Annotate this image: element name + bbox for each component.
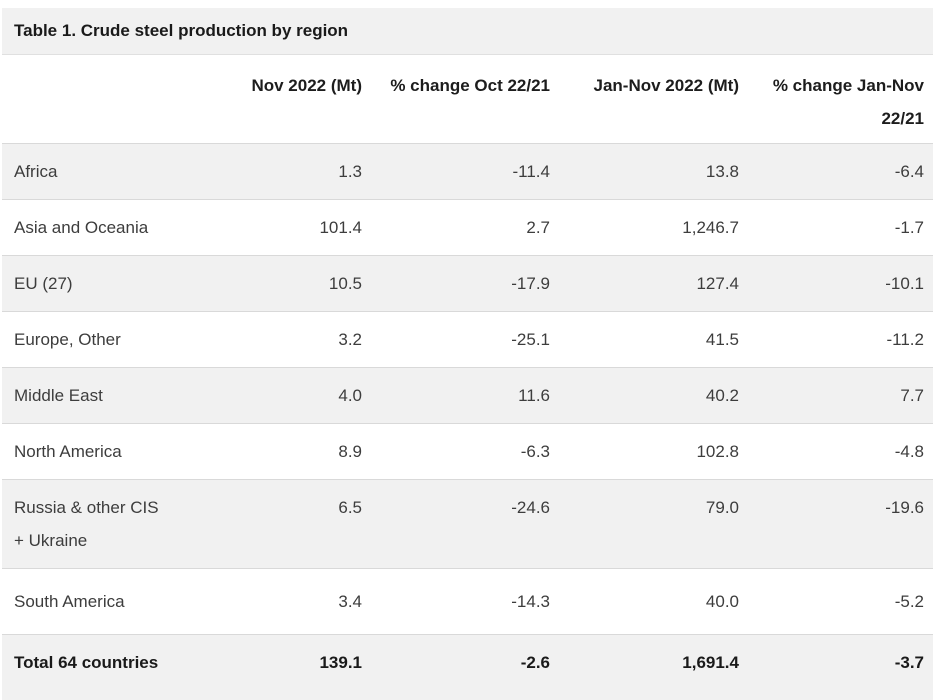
table-row: Russia & other CIS + Ukraine 6.5 -24.6 7… xyxy=(2,479,933,569)
table-row: Africa 1.3 -11.4 13.8 -6.4 xyxy=(2,143,933,200)
value-cell: -6.3 xyxy=(362,423,550,480)
value-cell: 41.5 xyxy=(550,311,739,368)
value-cell: 3.2 xyxy=(227,311,362,368)
table-row: South America 3.4 -14.3 40.0 -5.2 xyxy=(2,568,933,635)
header-row: Nov 2022 (Mt) % change Oct 22/21 Jan-Nov… xyxy=(2,55,933,144)
region-cell: EU (27) xyxy=(2,255,227,312)
value-cell: 13.8 xyxy=(550,143,739,200)
value-cell: -17.9 xyxy=(362,255,550,312)
header-nov-2022: Nov 2022 (Mt) xyxy=(227,55,362,144)
table-row: North America 8.9 -6.3 102.8 -4.8 xyxy=(2,423,933,480)
value-cell: -6.4 xyxy=(739,143,933,200)
table-row: Asia and Oceania 101.4 2.7 1,246.7 -1.7 xyxy=(2,199,933,256)
region-cell: Asia and Oceania xyxy=(2,199,227,256)
value-cell: 101.4 xyxy=(227,199,362,256)
value-cell: -3.7 xyxy=(894,653,924,672)
crude-steel-table: Nov 2022 (Mt) % change Oct 22/21 Jan-Nov… xyxy=(2,55,933,700)
value-cell: -24.6 xyxy=(362,479,550,569)
value-cell: 1,691.4 xyxy=(682,653,739,672)
value-cell: 1,246.7 xyxy=(550,199,739,256)
value-cell: -25.1 xyxy=(362,311,550,368)
region-cell: South America xyxy=(2,568,227,635)
value-cell: -10.1 xyxy=(739,255,933,312)
value-cell: 40.2 xyxy=(550,367,739,424)
value-cell: 1.3 xyxy=(227,143,362,200)
table-body: Africa 1.3 -11.4 13.8 -6.4 Asia and Ocea… xyxy=(2,143,933,700)
value-cell: -1.7 xyxy=(739,199,933,256)
value-cell: 7.7 xyxy=(739,367,933,424)
region-cell: North America xyxy=(2,423,227,480)
value-cell: -19.6 xyxy=(739,479,933,569)
value-cell: -5.2 xyxy=(739,568,933,635)
value-cell: 8.9 xyxy=(227,423,362,480)
value-cell: 6.5 xyxy=(227,479,362,569)
value-cell: 4.0 xyxy=(227,367,362,424)
region-cell: Total 64 countries xyxy=(14,653,159,672)
value-cell: 11.6 xyxy=(362,367,550,424)
header-jan-nov-2022: Jan-Nov 2022 (Mt) xyxy=(550,55,739,144)
value-cell: 79.0 xyxy=(550,479,739,569)
region-cell: Europe, Other xyxy=(2,311,227,368)
value-cell: -11.2 xyxy=(739,311,933,368)
table-row: Europe, Other 3.2 -25.1 41.5 -11.2 xyxy=(2,311,933,368)
value-cell: 139.1 xyxy=(319,653,362,672)
table-header: Nov 2022 (Mt) % change Oct 22/21 Jan-Nov… xyxy=(2,55,933,144)
header-pct-change-oct: % change Oct 22/21 xyxy=(362,55,550,144)
value-cell: 127.4 xyxy=(550,255,739,312)
table-row: Middle East 4.0 11.6 40.2 7.7 xyxy=(2,367,933,424)
table-row: Total 64 countries 139.1 -2.6 1,691.4 -3… xyxy=(2,634,933,700)
value-cell: -11.4 xyxy=(362,143,550,200)
value-cell: -2.6 xyxy=(520,653,550,672)
value-cell: -14.3 xyxy=(362,568,550,635)
table-row: EU (27) 10.5 -17.9 127.4 -10.1 xyxy=(2,255,933,312)
region-cell: Middle East xyxy=(2,367,227,424)
region-cell: Russia & other CIS + Ukraine xyxy=(2,479,227,569)
header-region xyxy=(2,55,227,144)
value-cell: 2.7 xyxy=(362,199,550,256)
value-cell: 3.4 xyxy=(227,568,362,635)
value-cell: 40.0 xyxy=(550,568,739,635)
table-title: Table 1. Crude steel production by regio… xyxy=(2,8,933,55)
value-cell: 102.8 xyxy=(550,423,739,480)
value-cell: 10.5 xyxy=(227,255,362,312)
region-cell: Africa xyxy=(2,143,227,200)
steel-production-table-card: Table 1. Crude steel production by regio… xyxy=(2,8,933,700)
value-cell: -4.8 xyxy=(739,423,933,480)
header-pct-change-jannov: % change Jan-Nov 22/21 xyxy=(739,55,933,144)
